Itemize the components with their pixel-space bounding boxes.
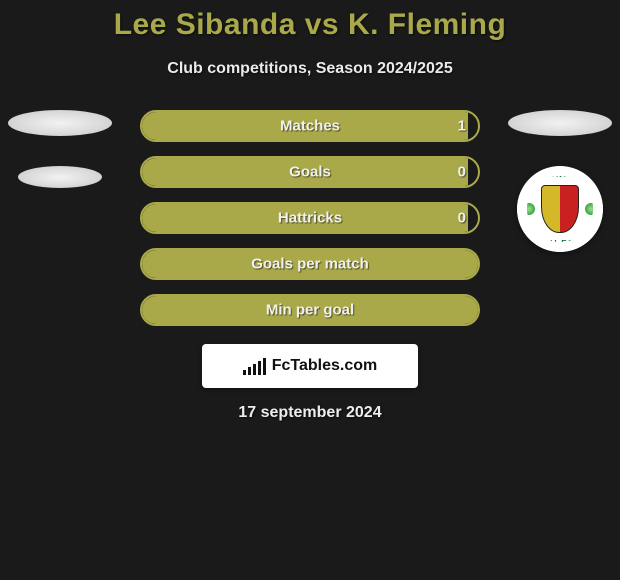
stat-row-goals: Goals 0	[140, 156, 480, 188]
stat-label: Hattricks	[278, 210, 342, 227]
stat-value-right: 0	[458, 164, 466, 181]
club-crest-icon: ANNAN ATHLETIC	[517, 166, 603, 252]
stat-value-right: 1	[458, 118, 466, 135]
right-player-column: ANNAN ATHLETIC	[508, 110, 612, 252]
stat-row-min-per-goal: Min per goal	[140, 294, 480, 326]
crest-ring	[517, 166, 603, 252]
placeholder-badge-icon	[18, 166, 102, 188]
placeholder-badge-icon	[8, 110, 112, 136]
brand-badge[interactable]: FcTables.com	[202, 344, 418, 388]
bar-chart-icon	[243, 357, 266, 375]
brand-text: FcTables.com	[272, 357, 378, 375]
footer-date: 17 september 2024	[0, 404, 620, 422]
stat-label: Goals per match	[251, 256, 369, 273]
stat-row-hattricks: Hattricks 0	[140, 202, 480, 234]
stat-label: Goals	[289, 164, 331, 181]
page-subtitle: Club competitions, Season 2024/2025	[0, 60, 620, 78]
stat-row-matches: Matches 1	[140, 110, 480, 142]
stat-rows: Matches 1 Goals 0 Hattricks 0 Goals per …	[140, 110, 480, 326]
placeholder-badge-icon	[508, 110, 612, 136]
stats-area: ANNAN ATHLETIC Matches 1 Goals 0 Hat	[0, 110, 620, 422]
page-title: Lee Sibanda vs K. Fleming	[0, 8, 620, 42]
stat-label: Min per goal	[266, 302, 354, 319]
stat-row-goals-per-match: Goals per match	[140, 248, 480, 280]
left-player-column	[8, 110, 112, 188]
stat-label: Matches	[280, 118, 340, 135]
comparison-card: Lee Sibanda vs K. Fleming Club competiti…	[0, 0, 620, 422]
stat-value-right: 0	[458, 210, 466, 227]
